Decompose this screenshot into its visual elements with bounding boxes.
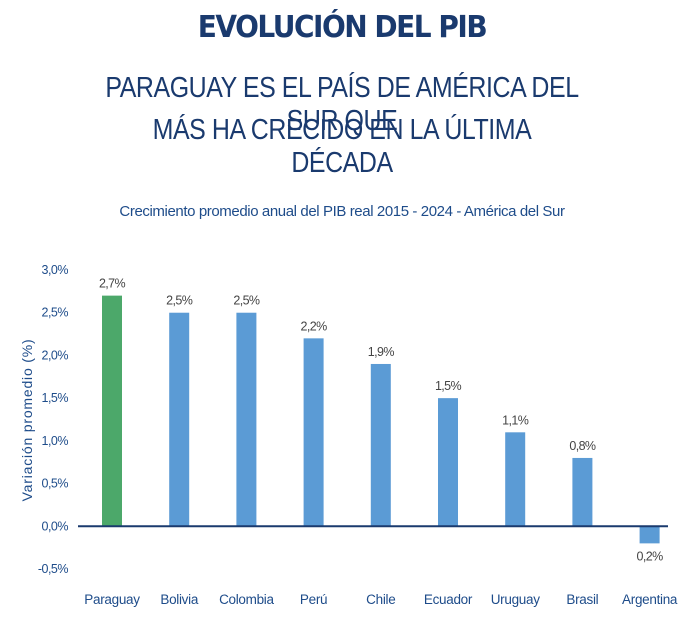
data-label: 2,2%	[301, 319, 328, 333]
data-label: 1,5%	[435, 379, 462, 393]
y-axis-label: Variación promedio (%)	[19, 339, 35, 502]
y-tick-label: 1,5%	[42, 391, 69, 405]
bar-colombia	[236, 312, 257, 527]
y-tick-label: 2,0%	[42, 348, 69, 362]
data-label: 2,7%	[99, 277, 126, 291]
category-label: Paraguay	[84, 592, 140, 607]
bar-paraguay	[102, 295, 122, 527]
category-label: Brasil	[566, 592, 598, 607]
data-label: 2,5%	[166, 294, 193, 308]
bar-uruguay	[505, 432, 526, 527]
page-title: EVOLUCIÓN DEL PIB	[197, 8, 488, 45]
category-label: Uruguay	[491, 592, 540, 607]
data-label: 0,8%	[569, 439, 596, 453]
data-label: 0,2%	[637, 549, 664, 563]
bar-argentina	[639, 526, 660, 544]
category-label: Argentina	[622, 592, 678, 607]
bar-bolivia	[169, 312, 190, 527]
bar-brasil	[572, 457, 593, 527]
data-label: 1,1%	[502, 413, 529, 427]
bar-per	[303, 338, 324, 527]
data-label: 2,5%	[233, 294, 260, 308]
bar-ecuador	[438, 398, 458, 527]
category-label: Ecuador	[424, 592, 473, 607]
y-axis-ticks: 3,0% 2,5% 2,0% 1,5% 1,0% 0,5% 0,0% -0,5%	[38, 263, 69, 576]
y-tick-label: -0,5%	[38, 562, 69, 576]
headline-line-1: PARAGUAY ES EL PAÍS DE AMÉRICA DEL SUR Q…	[105, 72, 579, 137]
category-label: Perú	[300, 592, 327, 607]
category-label: Chile	[366, 592, 395, 607]
y-tick-label: 3,0%	[42, 263, 69, 277]
y-tick-label: 2,5%	[42, 306, 69, 320]
headline-line-2: MÁS HA CRECIDO EN LA ÚLTIMA DÉCADA	[152, 114, 532, 179]
y-tick-label: 1,0%	[42, 434, 69, 448]
data-label: 1,9%	[368, 345, 395, 359]
bar-chile	[370, 363, 391, 527]
data-labels: 2,7% 2,5% 2,5% 2,2% 1,9% 1,5% 1,1% 0,8% 0,2%	[99, 277, 664, 564]
chart-title: Crecimiento promedio anual del PIB real …	[119, 203, 565, 220]
y-tick-label: 0,0%	[42, 519, 69, 533]
category-labels: Paraguay Bolivia Colombia Perú Chile Ecuador U…	[84, 592, 678, 607]
bars	[102, 295, 660, 544]
y-tick-label: 0,5%	[42, 477, 69, 491]
category-label: Colombia	[219, 592, 274, 607]
category-label: Bolivia	[160, 592, 198, 607]
